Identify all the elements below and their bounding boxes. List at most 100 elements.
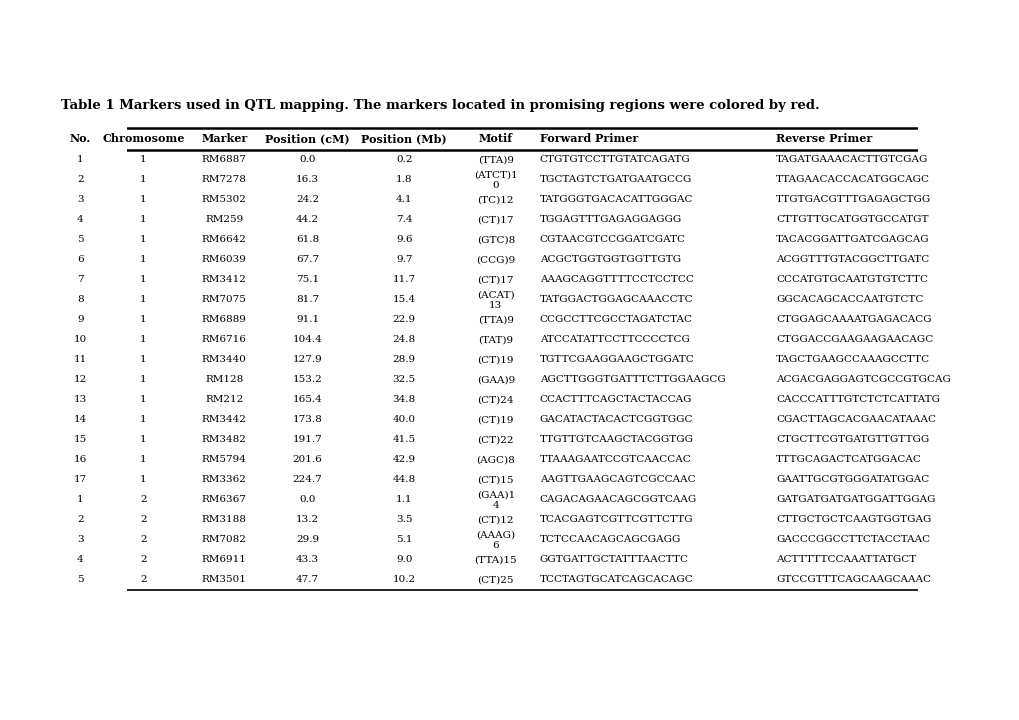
Text: 1: 1 [140, 395, 147, 405]
Text: 41.5: 41.5 [392, 436, 416, 444]
Text: 11.7: 11.7 [392, 276, 416, 284]
Text: RM6716: RM6716 [202, 336, 247, 344]
Text: 6: 6 [77, 256, 84, 264]
Text: 13.2: 13.2 [296, 516, 319, 524]
Text: 1: 1 [140, 436, 147, 444]
Text: RM7082: RM7082 [202, 536, 247, 544]
Text: RM3412: RM3412 [202, 276, 247, 284]
Text: 3: 3 [77, 196, 84, 204]
Text: RM6039: RM6039 [202, 256, 247, 264]
Text: TCTCCAACAGCAGCGAGG: TCTCCAACAGCAGCGAGG [539, 536, 681, 544]
Text: CTGGAGCAAAATGAGACACG: CTGGAGCAAAATGAGACACG [775, 315, 931, 325]
Text: 1.1: 1.1 [395, 495, 412, 505]
Text: 34.8: 34.8 [392, 395, 416, 405]
Text: 61.8: 61.8 [296, 235, 319, 245]
Text: RM3482: RM3482 [202, 436, 247, 444]
Text: ATCCATATTCCTTCCCCTCG: ATCCATATTCCTTCCCCTCG [539, 336, 689, 344]
Text: CCGCCTTCGCCTAGATCTAC: CCGCCTTCGCCTAGATCTAC [539, 315, 692, 325]
Text: Motif: Motif [478, 133, 513, 145]
Text: 7.4: 7.4 [395, 215, 412, 225]
Text: 1: 1 [140, 196, 147, 204]
Text: Forward Primer: Forward Primer [539, 133, 638, 145]
Text: CTTGCTGCTCAAGTGGTGAG: CTTGCTGCTCAAGTGGTGAG [775, 516, 930, 524]
Text: GTCCGTTTCAGCAAGCAAAC: GTCCGTTTCAGCAAGCAAAC [775, 575, 930, 585]
Text: (AGC)8: (AGC)8 [476, 456, 515, 464]
Text: ACTTTTTCCAAATTATGCT: ACTTTTTCCAAATTATGCT [775, 556, 915, 564]
Text: (GAA)9: (GAA)9 [476, 376, 515, 384]
Text: 11: 11 [73, 356, 87, 364]
Text: 127.9: 127.9 [292, 356, 322, 364]
Text: GACATACTACACTCGGTGGC: GACATACTACACTCGGTGGC [539, 415, 693, 425]
Text: TACACGGATTGATCGAGCAG: TACACGGATTGATCGAGCAG [775, 235, 929, 245]
Text: TGGAGTTTGAGAGGAGGG: TGGAGTTTGAGAGGAGGG [539, 215, 682, 225]
Text: 7: 7 [77, 276, 84, 284]
Text: TAGATGAAACACTTGTCGAG: TAGATGAAACACTTGTCGAG [775, 156, 927, 164]
Text: 173.8: 173.8 [292, 415, 322, 425]
Text: 14: 14 [73, 415, 87, 425]
Text: 3.5: 3.5 [395, 516, 412, 524]
Text: RM6889: RM6889 [202, 315, 247, 325]
Text: (AAAG)
6: (AAAG) 6 [476, 531, 515, 549]
Text: 2: 2 [77, 176, 84, 184]
Text: 3: 3 [77, 536, 84, 544]
Text: 1.8: 1.8 [395, 176, 412, 184]
Text: TCCTAGTGCATCAGCACAGC: TCCTAGTGCATCAGCACAGC [539, 575, 693, 585]
Text: TCACGAGTCGTTCGTTCTTG: TCACGAGTCGTTCGTTCTTG [539, 516, 693, 524]
Text: TTGTGACGTTTGAGAGCTGG: TTGTGACGTTTGAGAGCTGG [775, 196, 930, 204]
Text: 1: 1 [140, 376, 147, 384]
Text: Position (Mb): Position (Mb) [361, 133, 446, 145]
Text: 2: 2 [140, 556, 147, 564]
Text: 91.1: 91.1 [296, 315, 319, 325]
Text: CACCCATTTGTCTCTCATTATG: CACCCATTTGTCTCTCATTATG [775, 395, 940, 405]
Text: (CT)19: (CT)19 [477, 415, 514, 425]
Text: (ACAT)
13: (ACAT) 13 [477, 290, 515, 310]
Text: (CT)22: (CT)22 [477, 436, 514, 444]
Text: 10.2: 10.2 [392, 575, 416, 585]
Text: TTAGAACACCACATGGCAGC: TTAGAACACCACATGGCAGC [775, 176, 929, 184]
Text: 1: 1 [140, 276, 147, 284]
Text: 1: 1 [140, 256, 147, 264]
Text: CTGTGTCCTTGTATCAGATG: CTGTGTCCTTGTATCAGATG [539, 156, 690, 164]
Text: 1: 1 [140, 156, 147, 164]
Text: RM3188: RM3188 [202, 516, 247, 524]
Text: (TC)12: (TC)12 [477, 196, 514, 204]
Text: AAGTTGAAGCAGTCGCCAAC: AAGTTGAAGCAGTCGCCAAC [539, 475, 695, 485]
Text: 2: 2 [140, 575, 147, 585]
Text: RM6367: RM6367 [202, 495, 247, 505]
Text: (ATCT)1
0: (ATCT)1 0 [474, 171, 518, 189]
Text: 40.0: 40.0 [392, 415, 416, 425]
Text: 15: 15 [73, 436, 87, 444]
Text: 32.5: 32.5 [392, 376, 416, 384]
Text: Chromosome: Chromosome [102, 133, 184, 145]
Text: CGTAACGTCCGGATCGATC: CGTAACGTCCGGATCGATC [539, 235, 685, 245]
Text: RM3501: RM3501 [202, 575, 247, 585]
Text: (TAT)9: (TAT)9 [478, 336, 513, 344]
Text: 191.7: 191.7 [292, 436, 322, 444]
Text: 9.0: 9.0 [395, 556, 412, 564]
Text: TGTTCGAAGGAAGCTGGATC: TGTTCGAAGGAAGCTGGATC [539, 356, 694, 364]
Text: 2: 2 [140, 495, 147, 505]
Text: TATGGGTGACACATTGGGAC: TATGGGTGACACATTGGGAC [539, 196, 693, 204]
Text: TTTGCAGACTCATGGACAC: TTTGCAGACTCATGGACAC [775, 456, 921, 464]
Text: 4: 4 [77, 556, 84, 564]
Text: TTAAAGAATCCGTCAACCAC: TTAAAGAATCCGTCAACCAC [539, 456, 691, 464]
Text: ACGGTTTGTACGGCTTGATC: ACGGTTTGTACGGCTTGATC [775, 256, 928, 264]
Text: RM3362: RM3362 [202, 475, 247, 485]
Text: (TTA)15: (TTA)15 [474, 556, 517, 564]
Text: 153.2: 153.2 [292, 376, 322, 384]
Text: GAATTGCGTGGGATATGGAC: GAATTGCGTGGGATATGGAC [775, 475, 928, 485]
Text: (CT)17: (CT)17 [477, 276, 514, 284]
Text: 224.7: 224.7 [292, 475, 322, 485]
Text: (GAA)1
4: (GAA)1 4 [476, 490, 515, 510]
Text: GGCACAGCACCAATGTCTC: GGCACAGCACCAATGTCTC [775, 295, 922, 305]
Text: CTTGTTGCATGGTGCCATGT: CTTGTTGCATGGTGCCATGT [775, 215, 927, 225]
Text: 1: 1 [140, 176, 147, 184]
Text: 17: 17 [73, 475, 87, 485]
Text: 12: 12 [73, 376, 87, 384]
Text: Position (cM): Position (cM) [265, 133, 350, 145]
Text: (CCG)9: (CCG)9 [476, 256, 515, 264]
Text: 4.1: 4.1 [395, 196, 412, 204]
Text: GACCCGGCCTTCTACCTAAC: GACCCGGCCTTCTACCTAAC [775, 536, 929, 544]
Text: 24.2: 24.2 [296, 196, 319, 204]
Text: 1: 1 [140, 315, 147, 325]
